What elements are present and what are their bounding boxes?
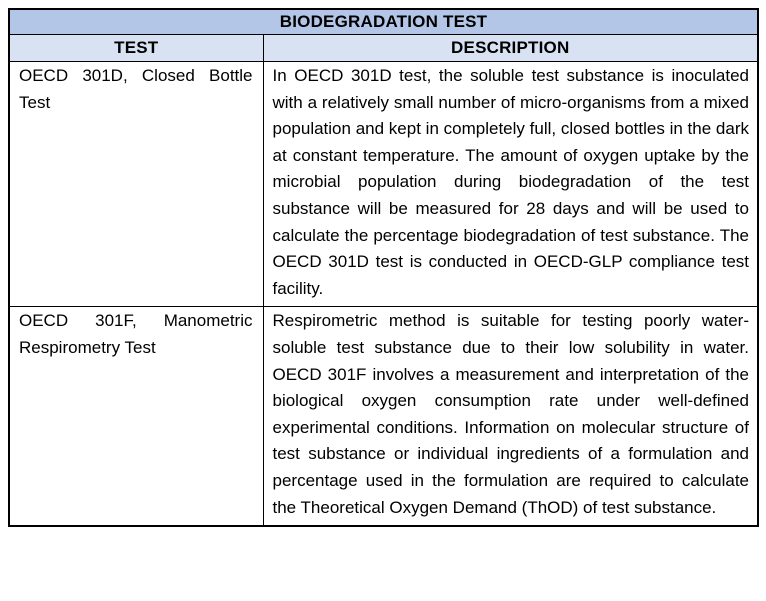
table-title: BIODEGRADATION TEST bbox=[8, 8, 759, 35]
test-name-oecd-301f: OECD 301F, Manometric Respirometry Test bbox=[8, 306, 264, 527]
table-title-row: BIODEGRADATION TEST bbox=[8, 8, 759, 35]
test-description-oecd-301d: In OECD 301D test, the soluble test subs… bbox=[262, 60, 759, 308]
column-header-description: DESCRIPTION bbox=[262, 34, 759, 62]
test-description-oecd-301f: Respirometric method is suitable for tes… bbox=[262, 306, 759, 527]
table-row: OECD 301D, Closed Bottle Test In OECD 30… bbox=[8, 60, 759, 308]
column-header-test: TEST bbox=[8, 34, 264, 62]
table-row: OECD 301F, Manometric Respirometry Test … bbox=[8, 306, 759, 527]
document-page: BIODEGRADATION TEST TEST DESCRIPTION OEC… bbox=[8, 8, 759, 528]
test-name-oecd-301d: OECD 301D, Closed Bottle Test bbox=[8, 60, 264, 308]
biodegradation-table: BIODEGRADATION TEST TEST DESCRIPTION OEC… bbox=[8, 8, 759, 528]
table-header-row: TEST DESCRIPTION bbox=[8, 34, 759, 62]
